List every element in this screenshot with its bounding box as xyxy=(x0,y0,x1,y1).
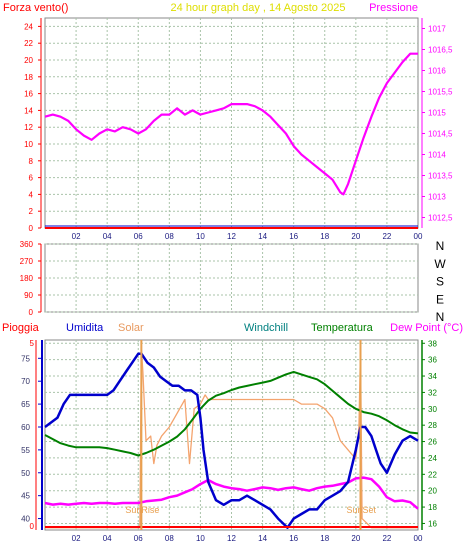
x-tick-label: 16 xyxy=(289,232,298,241)
pressure-tick-label: 1016 xyxy=(428,67,446,76)
pressure-tick-label: 1013,5 xyxy=(428,172,453,181)
x-tick-label: 22 xyxy=(382,534,391,543)
sunrise-label: SunRise xyxy=(125,505,159,515)
x-tick-label: 20 xyxy=(351,232,360,241)
direction-tick-label: 0 xyxy=(29,308,34,317)
wind-tick-label: 0 xyxy=(29,224,34,233)
compass-label: S xyxy=(436,275,444,289)
wind-tick-label: 10 xyxy=(24,140,33,149)
direction-tick-label: 360 xyxy=(20,240,34,249)
pressure-tick-label: 1013 xyxy=(428,193,446,202)
x-tick-label: 06 xyxy=(134,232,143,241)
dewpoint-line xyxy=(44,476,419,510)
temperature-tick-label: 20 xyxy=(428,487,437,496)
x-tick-label: 16 xyxy=(289,534,298,543)
chart-title: 24 hour graph day , 14 Agosto 2025 xyxy=(171,2,346,14)
temperature-label: Temperatura xyxy=(311,322,374,334)
x-tick-label: 08 xyxy=(165,534,174,543)
x-tick-label: 00 xyxy=(414,534,423,543)
rain-top-label: 5 xyxy=(30,339,35,348)
rain-zero-label: 0 xyxy=(30,522,35,531)
x-tick-label: 20 xyxy=(351,534,360,543)
compass-label: N xyxy=(436,310,445,324)
x-tick-label: 10 xyxy=(196,534,205,543)
compass-label: E xyxy=(436,292,444,306)
x-tick-label: 14 xyxy=(258,534,267,543)
x-tick-label: 22 xyxy=(382,232,391,241)
x-tick-label: 08 xyxy=(165,232,174,241)
x-tick-label: 04 xyxy=(103,232,112,241)
humidity-tick-label: 55 xyxy=(21,446,30,455)
wind-tick-label: 4 xyxy=(29,190,34,199)
temperature-tick-label: 16 xyxy=(428,519,437,528)
wind-tick-label: 2 xyxy=(29,207,34,216)
pressure-axis-label: Pressione xyxy=(369,2,418,14)
temperature-humidity-panel: 5040455055606570751618202224262830323436… xyxy=(21,339,437,543)
wind-tick-label: 8 xyxy=(29,157,34,166)
compass-label: N xyxy=(436,239,445,253)
x-tick-label: 18 xyxy=(320,232,329,241)
temperature-tick-label: 22 xyxy=(428,470,437,479)
pressure-tick-label: 1012,5 xyxy=(428,214,453,223)
x-tick-label: 00 xyxy=(414,232,423,241)
pressure-tick-label: 1014 xyxy=(428,151,446,160)
temperature-tick-label: 28 xyxy=(428,421,437,430)
temperature-line xyxy=(44,370,419,457)
pressure-tick-label: 1017 xyxy=(428,25,446,34)
humidity-tick-label: 70 xyxy=(21,377,30,386)
humidity-tick-label: 50 xyxy=(21,469,30,478)
temperature-tick-label: 36 xyxy=(428,356,437,365)
wind-tick-label: 22 xyxy=(24,39,33,48)
temperature-tick-label: 24 xyxy=(428,454,437,463)
humidity-tick-label: 60 xyxy=(21,423,30,432)
x-tick-label: 04 xyxy=(103,534,112,543)
temperature-tick-label: 32 xyxy=(428,388,437,397)
humidity-tick-label: 40 xyxy=(21,515,30,524)
temperature-tick-label: 38 xyxy=(428,339,437,348)
temperature-tick-label: 34 xyxy=(428,372,437,381)
pressure-line xyxy=(44,52,418,196)
x-tick-label: 10 xyxy=(196,232,205,241)
wind-tick-label: 18 xyxy=(24,73,33,82)
humidity-tick-label: 45 xyxy=(21,492,30,501)
x-tick-label: 14 xyxy=(258,232,267,241)
pressure-tick-label: 1016,5 xyxy=(428,46,453,55)
x-tick-label: 12 xyxy=(227,232,236,241)
rain-axis-label: Pioggia xyxy=(2,322,40,334)
temperature-tick-label: 18 xyxy=(428,503,437,512)
x-tick-label: 02 xyxy=(72,232,81,241)
pressure-wind-panel: 0246810121416182022241012,510131013,5101… xyxy=(24,17,453,241)
wind-tick-label: 12 xyxy=(24,123,33,132)
pressure-tick-label: 1015,5 xyxy=(428,88,453,97)
humidity-label: Umidita xyxy=(66,322,104,334)
x-tick-label: 18 xyxy=(320,534,329,543)
pressure-tick-label: 1014,5 xyxy=(428,130,453,139)
temperature-tick-label: 30 xyxy=(428,405,437,414)
wind-tick-label: 14 xyxy=(24,106,33,115)
sunset-label: SunSet xyxy=(346,505,376,515)
x-tick-label: 12 xyxy=(227,534,236,543)
direction-tick-label: 270 xyxy=(20,257,34,266)
solar-label: Solar xyxy=(118,322,144,334)
x-tick-label: 02 xyxy=(72,534,81,543)
windchill-label: Windchill xyxy=(244,322,288,334)
wind-tick-label: 24 xyxy=(24,22,33,31)
wind-tick-label: 16 xyxy=(24,90,33,99)
humidity-line xyxy=(44,352,419,529)
plot-frame-3 xyxy=(44,339,419,531)
direction-tick-label: 90 xyxy=(24,291,33,300)
x-tick-label: 06 xyxy=(134,534,143,543)
temperature-tick-label: 26 xyxy=(428,438,437,447)
dewpoint-label: Dew Point (°C) xyxy=(390,322,463,334)
compass-label: W xyxy=(434,257,446,271)
wind-axis-label: Forza vento() xyxy=(3,2,68,14)
humidity-tick-label: 75 xyxy=(21,354,30,363)
wind-tick-label: 20 xyxy=(24,56,33,65)
humidity-tick-label: 65 xyxy=(21,400,30,409)
direction-tick-label: 180 xyxy=(20,274,34,283)
pressure-tick-label: 1015 xyxy=(428,109,446,118)
wind-tick-label: 6 xyxy=(29,174,34,183)
